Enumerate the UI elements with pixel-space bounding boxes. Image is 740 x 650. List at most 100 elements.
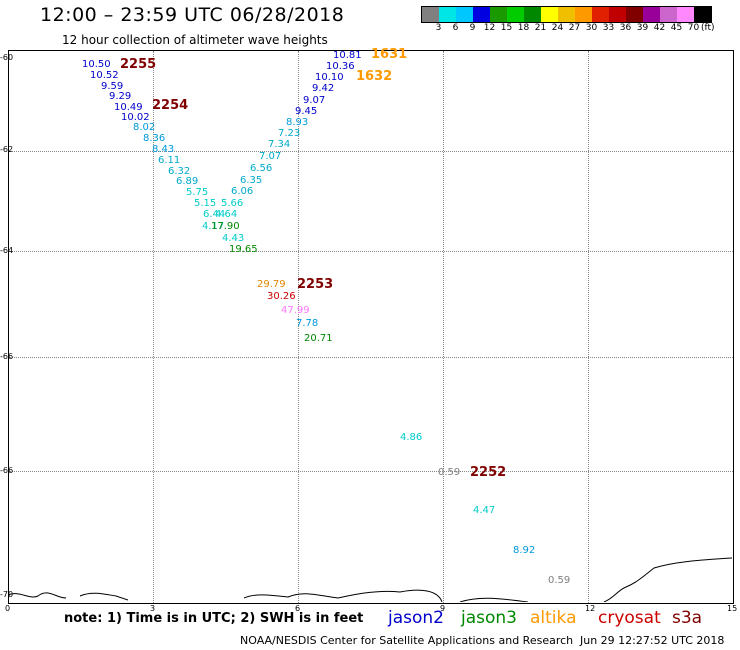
colorbar-unit: (ft) (701, 23, 715, 33)
colorbar-swatch (507, 7, 524, 22)
colorbar-label: 42 (653, 23, 666, 33)
wave-height-value: 8.93 (286, 117, 309, 128)
lon-label: 12 (585, 604, 596, 613)
wave-height-value: 10.50 (82, 59, 111, 70)
wave-height-value: 9.07 (303, 95, 326, 106)
longitude-gridline (298, 51, 299, 603)
wave-height-value: 19.65 (229, 244, 258, 255)
colorbar-swatch (609, 7, 626, 22)
credit-text: NOAA/NESDIS Center for Satellite Applica… (240, 634, 574, 647)
antarctic-coastline (8, 557, 732, 602)
colorbar-label: 24 (551, 23, 564, 33)
legend-s3a: s3a (672, 608, 703, 628)
colorbar-swatch (473, 7, 490, 22)
lon-label: 0 (5, 604, 11, 613)
colorbar-swatch (439, 7, 456, 22)
latitude-gridline (9, 151, 733, 152)
wave-height-value: 9.42 (312, 83, 335, 94)
wave-height-value: 8.43 (152, 144, 175, 155)
wave-height-value: 5.15 (194, 198, 217, 209)
lon-label: 15 (727, 604, 738, 613)
colorbar-label: 45 (670, 23, 683, 33)
latitude-gridline (9, 471, 733, 472)
wave-height-value: 6.11 (158, 155, 181, 166)
units-note: note: 1) Time is in UTC; 2) SWH is in fe… (64, 611, 364, 626)
pass-time-tag: 2253 (297, 277, 334, 292)
wave-height-value: 8.92 (513, 545, 536, 556)
lat-label: -60 (0, 53, 14, 62)
lat-label: -66 (0, 352, 14, 361)
generated-timestamp: Jun 29 12:27:52 UTC 2018 (580, 634, 725, 647)
wave-height-value: 6.32 (168, 166, 191, 177)
latitude-gridline (9, 357, 733, 358)
colorbar-label: 9 (469, 23, 476, 33)
wave-height-value: 5.75 (186, 187, 209, 198)
wave-height-value: 10.81 (333, 50, 362, 61)
colorbar-label: 6 (452, 23, 459, 33)
wave-height-value: 5.66 (221, 198, 244, 209)
lon-label: 3 (150, 604, 156, 613)
wave-height-value: 6.35 (240, 175, 263, 186)
wave-height-value: 10.52 (90, 70, 119, 81)
colorbar-label: 21 (534, 23, 547, 33)
lat-label: -64 (0, 246, 14, 255)
wave-height-colorbar (421, 6, 712, 23)
colorbar-swatch (575, 7, 592, 22)
wave-height-value: 8.36 (143, 133, 166, 144)
colorbar-label: 36 (619, 23, 632, 33)
wave-height-value: 10.10 (315, 72, 344, 83)
pass-time-tag: 2254 (152, 98, 189, 113)
wave-height-value: 4.43 (222, 233, 245, 244)
wave-height-value: 20.71 (304, 333, 333, 344)
colorbar-label: 18 (517, 23, 530, 33)
colorbar-swatch (677, 7, 694, 22)
lon-label: 6 (295, 604, 301, 613)
wave-height-value: 6.89 (176, 176, 199, 187)
legend-jason3: jason3 (461, 608, 517, 628)
pass-time-tag: 1631 (371, 47, 408, 62)
wave-height-value: 9.59 (101, 81, 124, 92)
longitude-gridline (153, 51, 154, 603)
colorbar-label: 33 (602, 23, 615, 33)
wave-height-value: 47.99 (281, 305, 310, 316)
wave-height-value: 10.02 (121, 112, 150, 123)
colorbar-label: 70 (687, 23, 700, 33)
wave-height-value: 0.59 (438, 467, 461, 478)
colorbar-swatch (541, 7, 558, 22)
wave-height-value: 0.59 (548, 575, 571, 586)
lat-label: -70 (0, 590, 14, 599)
wave-height-value: 7.34 (268, 139, 291, 150)
wave-height-value: 9.29 (109, 91, 132, 102)
latitude-gridline (9, 251, 733, 252)
colorbar-swatch (643, 7, 660, 22)
wave-height-value: 4.17 (202, 221, 225, 232)
wave-height-value: 7.23 (278, 128, 301, 139)
colorbar-swatch (524, 7, 541, 22)
colorbar-label: 39 (636, 23, 649, 33)
longitude-gridline (588, 51, 589, 603)
colorbar-swatch (558, 7, 575, 22)
lat-label: -62 (0, 145, 14, 154)
lon-label: 9 (440, 604, 446, 613)
colorbar-swatch (592, 7, 609, 22)
wave-height-value: 10.36 (326, 61, 355, 72)
wave-height-value: 6.56 (250, 163, 273, 174)
wave-height-value: 9.45 (295, 106, 318, 117)
legend-cryosat: cryosat (598, 608, 661, 628)
legend-altika: altika (530, 608, 577, 628)
colorbar-label: 3 (435, 23, 442, 33)
colorbar-swatch (456, 7, 473, 22)
wave-height-value: 6.44 (203, 209, 226, 220)
map-title: 12:00 – 23:59 UTC 06/28/2018 (40, 4, 345, 26)
pass-time-tag: 2255 (120, 57, 157, 72)
wave-height-value: 4.86 (400, 432, 423, 443)
wave-height-value: 29.79 (257, 279, 286, 290)
lat-label: -66 (0, 466, 14, 475)
wave-height-value: 7.07 (259, 151, 282, 162)
legend-jason2: jason2 (388, 608, 444, 628)
longitude-gridline (443, 51, 444, 603)
wave-height-value: 8.02 (133, 122, 156, 133)
colorbar-swatch (660, 7, 677, 22)
colorbar-label: 27 (568, 23, 581, 33)
wave-height-value: 4.47 (473, 505, 496, 516)
